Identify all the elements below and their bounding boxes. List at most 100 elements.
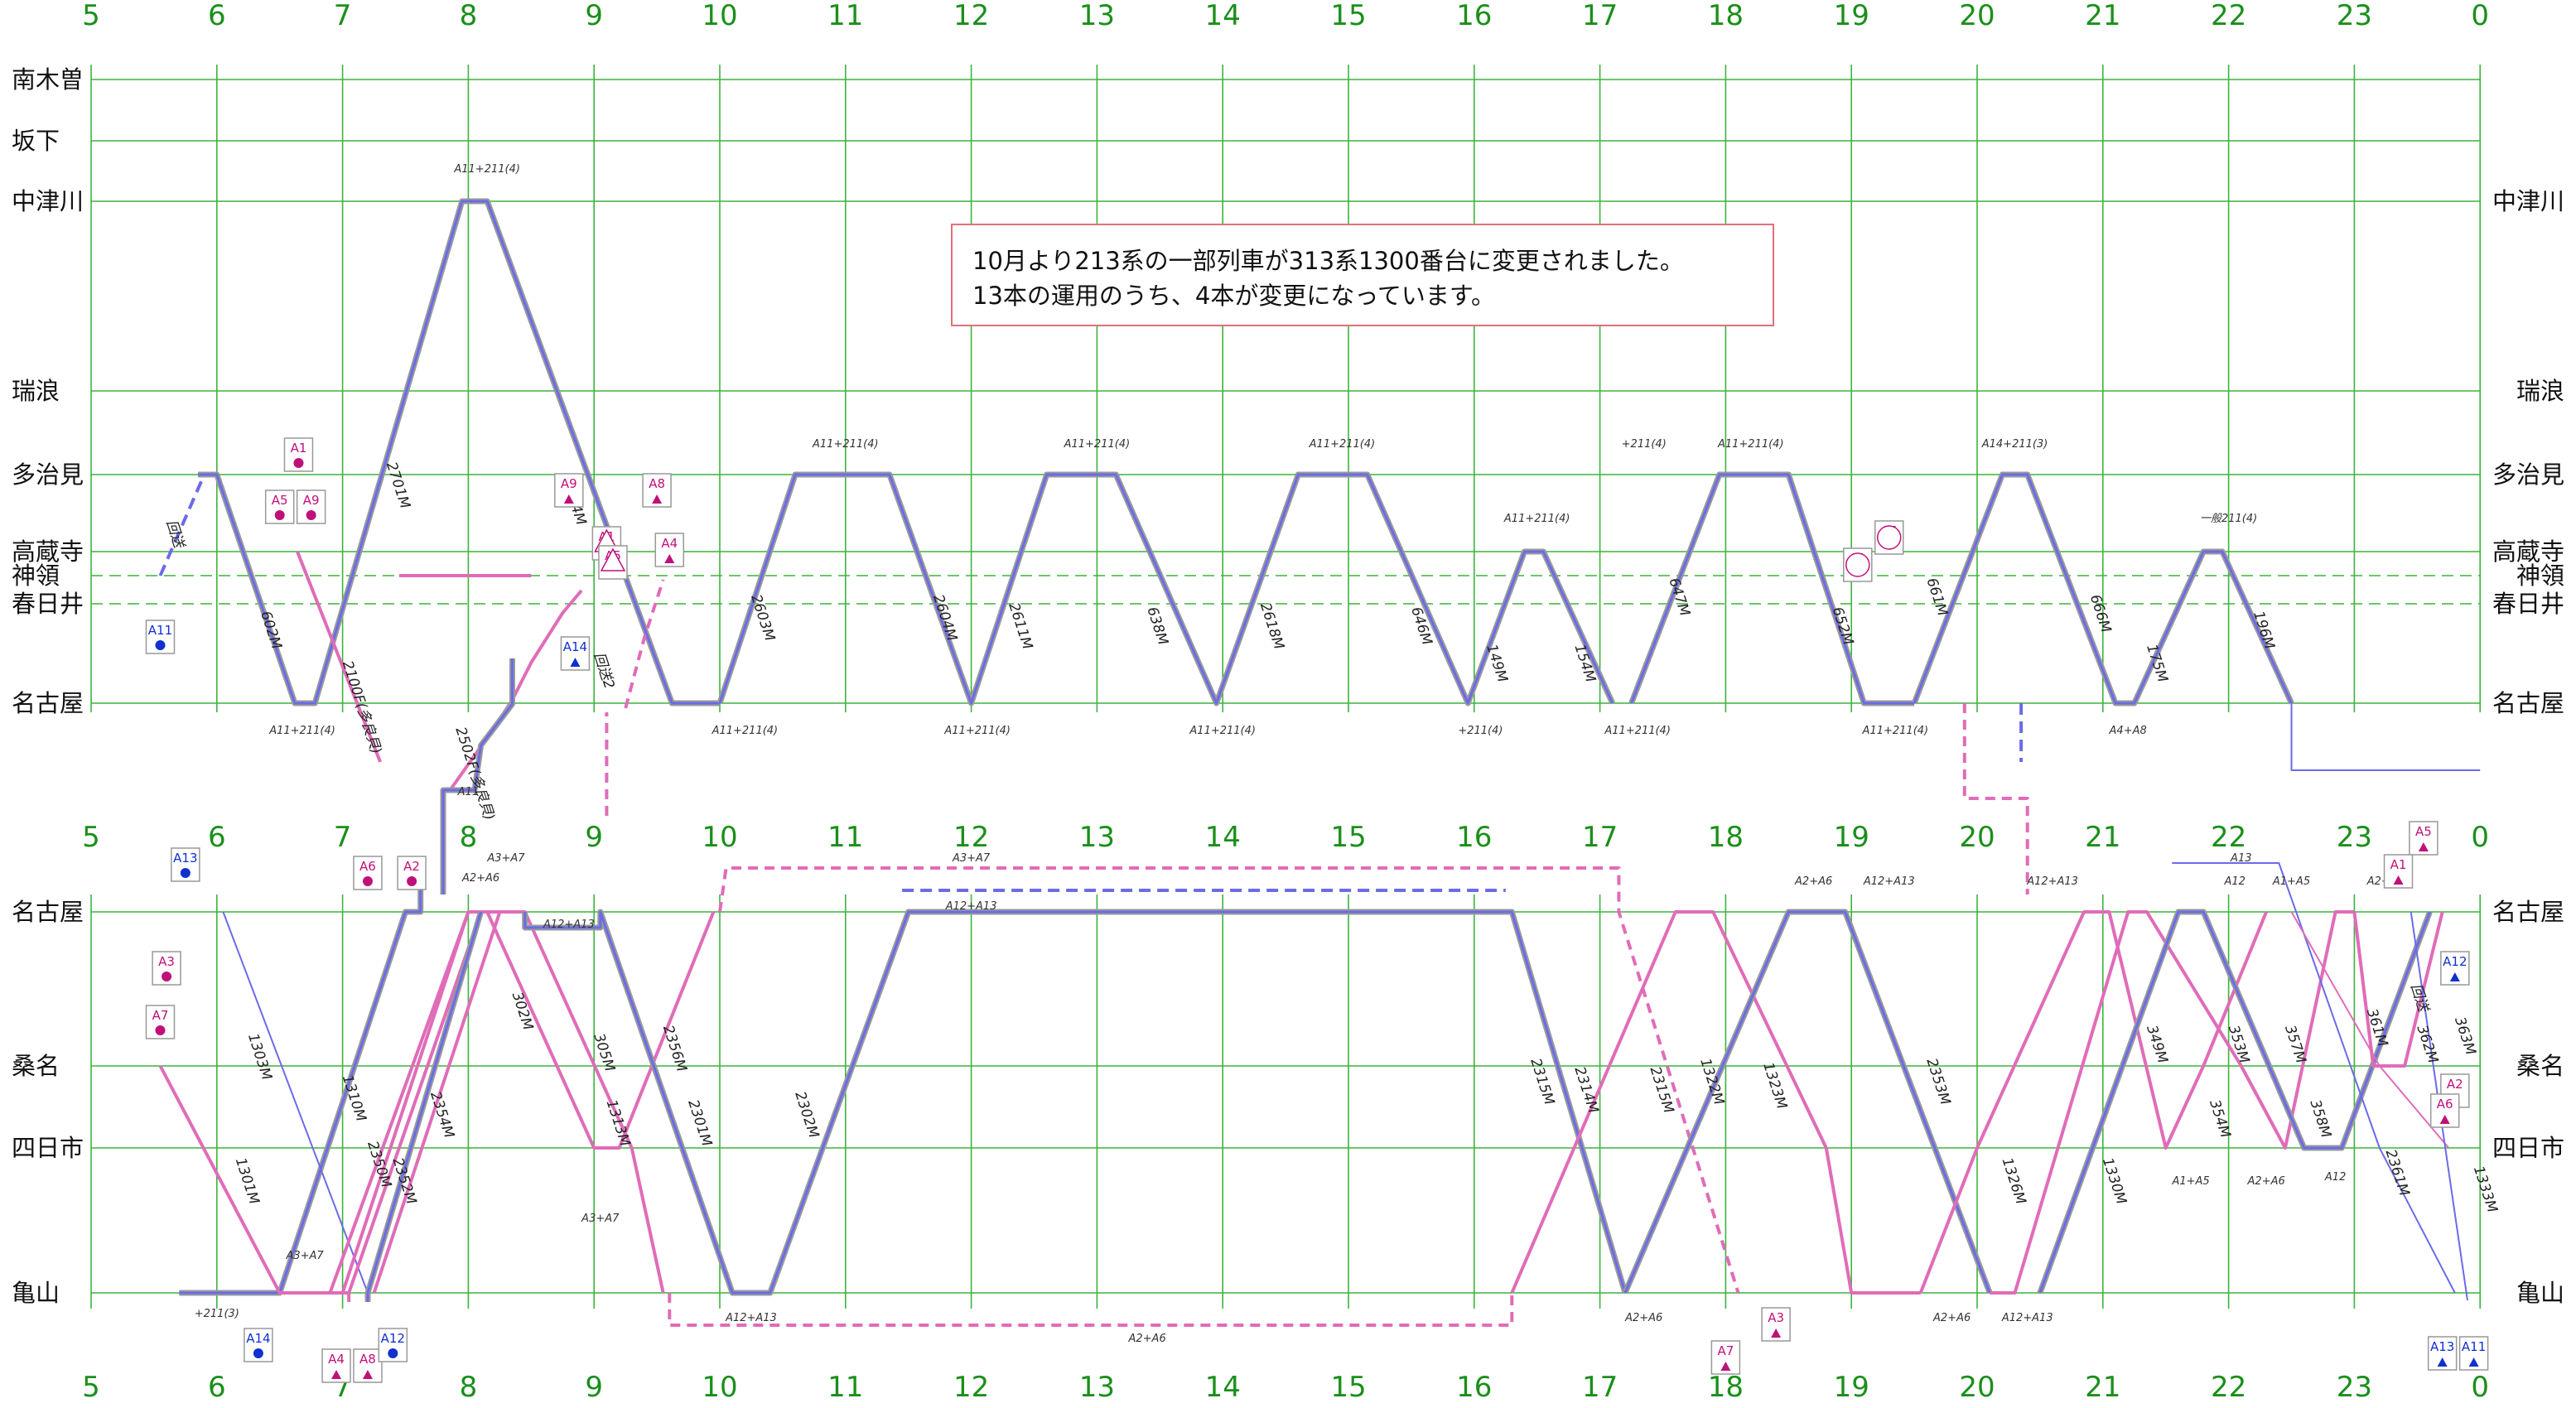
train-line	[328, 910, 716, 1294]
hour-label: 0	[2471, 821, 2489, 854]
unit-marker-label: A6	[2437, 1097, 2453, 1111]
train-number-bottom: 2361M	[2382, 1147, 2413, 1198]
train-line	[1913, 473, 2293, 705]
train-number-top: 149M	[1483, 642, 1511, 684]
train-number-top: 2100F(多良貝)	[339, 658, 384, 756]
unit-markers: A1A5A9A11A9A8A1A5A4A14A1A5A13A6A2A3A7A14…	[145, 437, 2489, 1383]
unit-marker-circle	[306, 510, 316, 520]
hour-label: 20	[1959, 821, 1995, 854]
train-number-bottom: 349M	[2143, 1023, 2171, 1065]
train-number-top: 2603M	[747, 592, 778, 644]
notice-line-2: 13本の運用のうち、4本が変更になっています。	[972, 282, 1496, 310]
unit-marker-label: A2	[2447, 1077, 2463, 1092]
set-label-top: A11+211(4)	[1862, 725, 1929, 737]
train-number-top: 602M	[257, 609, 285, 651]
train-line	[668, 1293, 1514, 1327]
unit-marker-label: A5	[272, 493, 288, 508]
hour-label: 10	[702, 0, 737, 32]
unit-marker-triangle	[1771, 1328, 1782, 1338]
unit-marker-label: A2	[403, 859, 420, 874]
unit-marker-label: A8	[649, 476, 665, 491]
hour-label: 8	[460, 821, 478, 854]
set-label-top: +211(4)	[1622, 438, 1667, 451]
unit-marker-triangle	[563, 494, 574, 504]
unit-marker-label: A5	[2415, 824, 2432, 839]
hour-label: 13	[1079, 0, 1115, 32]
train-number-labels: 2701M2714M602M2100F(多良貝)2502F(多良貝)2603M2…	[162, 163, 2501, 1345]
train-number-bottom: 363M	[2451, 1015, 2479, 1057]
unit-marker-box	[2458, 1336, 2489, 1371]
unit-marker-label: A1	[2390, 857, 2407, 872]
hour-label: 17	[1582, 1371, 1618, 1404]
unit-marker-triangle	[331, 1370, 342, 1379]
station-label-left: 名古屋	[12, 689, 84, 717]
train-number-top: 666M	[2086, 592, 2115, 634]
hour-label: 20	[1959, 1371, 1995, 1404]
unit-marker-circle	[362, 876, 373, 886]
hour-label: 23	[2337, 0, 2372, 32]
set-label-top: A11+211(4)	[268, 725, 335, 737]
hour-label: 19	[1834, 1371, 1869, 1404]
hour-label: 19	[1834, 0, 1869, 32]
train-line	[1918, 910, 2268, 1294]
unit-marker-label: A13	[2430, 1339, 2454, 1354]
hour-label: 14	[1205, 0, 1241, 32]
unit-marker-circle	[407, 876, 417, 886]
hour-label: 15	[1330, 0, 1366, 32]
hour-label: 10	[702, 821, 737, 854]
unit-marker-triangle	[2439, 1115, 2450, 1124]
train-line	[222, 911, 369, 1294]
unit-marker-label: A4	[328, 1352, 345, 1367]
unit-marker-circle	[293, 458, 304, 468]
set-label-top: +211(4)	[1458, 725, 1503, 737]
hour-label: 14	[1205, 1371, 1241, 1404]
unit-marker-triangle	[2418, 842, 2429, 851]
unit-marker-circle	[388, 1348, 398, 1358]
hour-labels: 5 6 7 8 9 10 11 12 13 14 15 16 17 18 19 20 21 22 23 0 5 6 7 8 9 1…	[82, 0, 2489, 1404]
unit-marker-triangle	[2468, 1357, 2479, 1367]
set-label-bottom: A2+A6	[1932, 1312, 1971, 1324]
unit-marker-label: A9	[561, 476, 577, 491]
train-number-bottom: 354M	[2206, 1097, 2234, 1140]
hour-label: 16	[1456, 821, 1492, 854]
hour-label: 6	[208, 821, 226, 854]
unit-marker-label: A7	[1717, 1343, 1734, 1358]
unit-marker-box	[1761, 1307, 1791, 1342]
unit-marker-circle	[162, 972, 172, 981]
train-line	[296, 551, 382, 763]
set-label-bottom: A1+A5	[2171, 1175, 2209, 1188]
unit-marker-triangle	[652, 494, 663, 504]
unit-marker-triangle	[1720, 1362, 1731, 1371]
hour-label: 13	[1079, 821, 1115, 854]
unit-marker-box	[598, 545, 628, 580]
train-number-top: 661M	[1923, 576, 1951, 618]
hour-label: 6	[208, 1371, 226, 1404]
set-label-top: A11+211(4)	[812, 438, 879, 451]
train-line	[179, 861, 422, 1295]
train-number-bottom: 回送	[2407, 981, 2432, 1015]
train-number-bottom: 2315M	[1647, 1064, 1677, 1116]
hour-label: 12	[953, 1371, 989, 1404]
unit-marker-label: A12	[381, 1331, 405, 1346]
train-line	[624, 579, 665, 709]
station-label-right: 中津川	[2492, 187, 2564, 215]
train-line	[1630, 473, 1915, 705]
station-label-right: 春日井	[2492, 590, 2564, 618]
station-label-left: 名古屋	[12, 898, 84, 926]
hour-label: 17	[1582, 0, 1618, 32]
hour-label: 22	[2211, 0, 2246, 32]
hour-label: 15	[1330, 1371, 1366, 1404]
unit-marker-label: A12	[2443, 954, 2467, 969]
hour-label: 11	[827, 1371, 863, 1404]
set-label-bottom: A2+A6	[461, 872, 499, 885]
train-number-bottom: 357M	[2281, 1023, 2309, 1065]
notice-line-1: 10月より213系の一部列車が313系1300番台に変更されました。	[972, 247, 1684, 275]
unit-marker-label: A9	[303, 493, 320, 508]
hour-label: 7	[334, 0, 352, 32]
station-label-left: 瑞浪	[12, 377, 60, 405]
train-line	[718, 866, 1740, 1294]
train-line	[1990, 910, 2355, 1295]
set-label-top: A11+211(4)	[1503, 513, 1570, 525]
unit-marker-triangle	[2449, 972, 2460, 981]
unit-marker-triangle	[2437, 1357, 2448, 1367]
